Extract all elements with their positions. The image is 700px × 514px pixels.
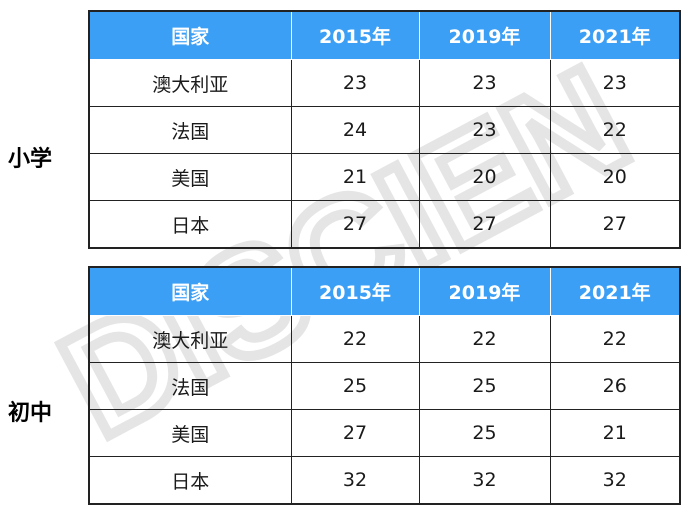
- cell-2019: 23: [418, 59, 551, 107]
- cell-2019: 20: [418, 153, 551, 201]
- cell-2019: 23: [418, 106, 551, 154]
- cell-2021: 27: [549, 200, 681, 249]
- cell-country: 日本: [88, 456, 292, 505]
- table-junior-high: 国家 2015年 2019年 2021年 澳大利亚 22 22 22 法国 25…: [88, 266, 681, 505]
- cell-2015: 21: [290, 153, 420, 201]
- cell-2015: 23: [290, 59, 420, 107]
- section-label-primary: 小学: [8, 147, 53, 172]
- cell-2021: 22: [549, 315, 681, 363]
- table-row: 澳大利亚 23 23 23: [88, 59, 681, 107]
- cell-2015: 27: [290, 200, 420, 249]
- table-row: 日本 32 32 32: [88, 456, 681, 505]
- cell-2019: 27: [418, 200, 551, 249]
- cell-2021: 22: [549, 106, 681, 154]
- cell-2019: 32: [418, 456, 551, 505]
- cell-country: 日本: [88, 200, 292, 249]
- table-row: 美国 21 20 20: [88, 153, 681, 201]
- cell-country: 美国: [88, 153, 292, 201]
- header-2019: 2019年: [418, 10, 551, 60]
- table-header-row: 国家 2015年 2019年 2021年: [88, 266, 681, 316]
- cell-2019: 25: [418, 409, 551, 457]
- cell-country: 美国: [88, 409, 292, 457]
- cell-2021: 21: [549, 409, 681, 457]
- table-row: 日本 27 27 27: [88, 200, 681, 249]
- cell-2021: 26: [549, 362, 681, 410]
- cell-country: 法国: [88, 362, 292, 410]
- table-row: 澳大利亚 22 22 22: [88, 315, 681, 363]
- cell-2019: 22: [418, 315, 551, 363]
- cell-2021: 20: [549, 153, 681, 201]
- cell-2015: 25: [290, 362, 420, 410]
- header-2019: 2019年: [418, 266, 551, 316]
- cell-2015: 32: [290, 456, 420, 505]
- header-2015: 2015年: [290, 10, 420, 60]
- cell-country: 澳大利亚: [88, 59, 292, 107]
- section-label-junior: 初中: [8, 401, 53, 426]
- cell-country: 澳大利亚: [88, 315, 292, 363]
- cell-2021: 23: [549, 59, 681, 107]
- table-primary-school: 国家 2015年 2019年 2021年 澳大利亚 23 23 23 法国 24…: [88, 10, 681, 249]
- table-row: 法国 24 23 22: [88, 106, 681, 154]
- table-row: 美国 27 25 21: [88, 409, 681, 457]
- cell-2015: 22: [290, 315, 420, 363]
- header-country: 国家: [88, 10, 292, 60]
- cell-country: 法国: [88, 106, 292, 154]
- cell-2019: 25: [418, 362, 551, 410]
- cell-2015: 24: [290, 106, 420, 154]
- cell-2021: 32: [549, 456, 681, 505]
- header-2021: 2021年: [549, 10, 681, 60]
- header-country: 国家: [88, 266, 292, 316]
- table-row: 法国 25 25 26: [88, 362, 681, 410]
- cell-2015: 27: [290, 409, 420, 457]
- table-header-row: 国家 2015年 2019年 2021年: [88, 10, 681, 60]
- header-2015: 2015年: [290, 266, 420, 316]
- header-2021: 2021年: [549, 266, 681, 316]
